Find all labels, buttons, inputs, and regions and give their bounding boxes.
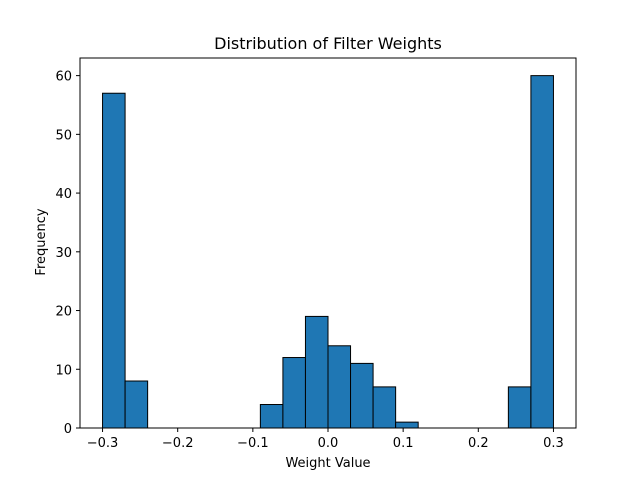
histogram-bar	[372, 386, 397, 429]
y-tick-label: 20	[55, 305, 72, 320]
x-axis-ticks: −0.3 −0.2 −0.1 0.0 0.1 0.2 0.3	[87, 428, 564, 451]
x-tick-label: 0.0	[318, 436, 339, 451]
histogram-bar	[259, 404, 284, 429]
histogram-bar	[507, 386, 532, 429]
y-tick-label: 10	[55, 363, 72, 378]
bars-group	[102, 75, 554, 429]
x-tick-label: 0.1	[393, 436, 414, 451]
histogram-bar	[327, 345, 352, 429]
y-tick-label: 30	[55, 246, 72, 261]
y-tick-label: 50	[55, 128, 72, 143]
y-tick-label: 0	[64, 422, 72, 437]
histogram-bar	[282, 357, 306, 429]
histogram-bar	[124, 380, 149, 429]
x-tick-label: −0.1	[237, 436, 269, 451]
x-tick-label: −0.3	[87, 436, 119, 451]
histogram-bar	[102, 92, 126, 429]
y-axis-ticks: 0 10 20 30 40 50 60	[55, 70, 80, 437]
histogram-bar	[530, 75, 554, 429]
y-axis-label: Frequency	[34, 208, 49, 275]
x-tick-label: 0.2	[468, 436, 489, 451]
x-tick-label: 0.3	[543, 436, 564, 451]
plot-frame	[79, 57, 577, 429]
y-tick-label: 40	[55, 187, 72, 202]
x-axis-label: Weight Value	[285, 456, 370, 471]
y-tick-label: 60	[55, 70, 72, 85]
chart-title: Distribution of Filter Weights	[214, 34, 442, 53]
histogram-bar	[304, 315, 329, 429]
histogram-bar	[350, 362, 374, 429]
x-tick-label: −0.2	[162, 436, 194, 451]
histogram-bar	[395, 421, 419, 429]
